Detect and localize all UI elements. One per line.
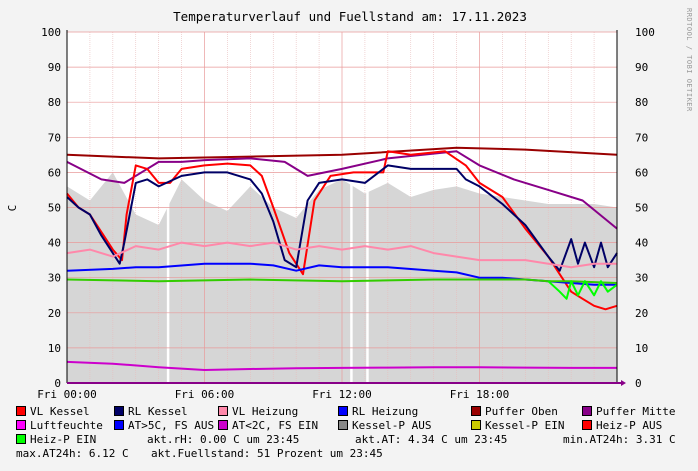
legend-label: VL Heizung	[232, 405, 299, 418]
legend-item-luftfeuchte: Luftfeuchte	[16, 419, 103, 433]
legend-swatch	[218, 406, 228, 416]
legend-item-heiz-p-ein: Heiz-P EIN	[16, 433, 96, 447]
y-tick-label-left: 90	[48, 61, 61, 74]
legend-item-rl-kessel: RL Kessel	[114, 405, 188, 419]
legend-item-puffer-oben: Puffer Oben	[471, 405, 558, 419]
legend-label: Heiz-P EIN	[30, 433, 97, 446]
x-tick-label: Fri 18:00	[450, 388, 510, 400]
legend-swatch	[114, 420, 124, 430]
legend-item-kessel-p-aus: Kessel-P AUS	[338, 419, 431, 433]
legend-swatch	[16, 420, 26, 430]
stat-max-at: max.AT24h: 6.12 C	[16, 447, 129, 460]
legend-row-1: VL Kessel RL Kessel VL Heizung RL Heizung Pu…	[16, 405, 696, 419]
legend: VL Kessel RL Kessel VL Heizung RL Heizung Pu…	[16, 405, 696, 461]
legend-label: Puffer Oben	[485, 405, 558, 418]
y-tick-label-left: 60	[48, 166, 61, 179]
legend-label: Kessel-P AUS	[352, 419, 432, 432]
y-tick-label-right: 0	[635, 377, 642, 390]
stat-fuellstand: akt.Fuellstand: 51 Prozent um 23:45	[151, 447, 383, 460]
legend-item-vl-heizung: VL Heizung	[218, 405, 298, 419]
legend-label: RL Heizung	[352, 405, 419, 418]
y-tick-label-left: 0	[54, 377, 61, 390]
legend-item-puffer-mitte: Puffer Mitte	[582, 405, 675, 419]
legend-row-4: max.AT24h: 6.12 C akt.Fuellstand: 51 Pro…	[16, 447, 696, 461]
stat-akt-at: akt.AT: 4.34 C um 23:45	[355, 433, 508, 446]
legend-swatch	[582, 406, 592, 416]
y-axis-label: C	[6, 205, 19, 212]
y-tick-label-left: 100	[41, 26, 61, 39]
legend-label: Puffer Mitte	[596, 405, 676, 418]
legend-item-at-2c-fs-ein: AT<2C, FS EIN	[218, 419, 318, 433]
x-tick-label: Fri 12:00	[312, 388, 372, 400]
y-tick-label-right: 30	[635, 272, 648, 285]
legend-label: RL Kessel	[128, 405, 188, 418]
y-tick-label-left: 80	[48, 96, 61, 109]
y-tick-label-right: 10	[635, 342, 648, 355]
legend-swatch	[114, 406, 124, 416]
legend-swatch	[218, 420, 228, 430]
legend-row-2: Luftfeuchte AT>5C, FS AUS AT<2C, FS EIN Kes…	[16, 419, 696, 433]
series-at-5c-fs-aus	[66, 278, 618, 284]
chart-title: Temperaturverlauf und Fuellstand am: 17.…	[173, 9, 527, 24]
y-tick-label-left: 10	[48, 342, 61, 355]
legend-label: Heiz-P AUS	[596, 419, 663, 432]
y-tick-label-left: 50	[48, 202, 61, 215]
legend-item-heiz-p-aus: Heiz-P AUS	[582, 419, 662, 433]
legend-label: AT<2C, FS EIN	[232, 419, 319, 432]
legend-label: AT>5C, FS AUS	[128, 419, 215, 432]
legend-label: Kessel-P EIN	[485, 419, 565, 432]
y-tick-label-right: 60	[635, 166, 648, 179]
x-tick-label: Fri 06:00	[175, 388, 235, 400]
y-tick-label-left: 70	[48, 131, 61, 144]
plot-area: 0 0 10 10 20 20 30 30 40 40 50 50 60 60 70 70 80 80 90 90 10…	[37, 26, 655, 400]
stat-akt-rh: akt.rH: 0.00 C um 23:45	[147, 433, 300, 446]
legend-swatch	[471, 420, 481, 430]
legend-label: VL Kessel	[30, 405, 90, 418]
y-tick-label-right: 50	[635, 202, 648, 215]
y-tick-label-left: 30	[48, 272, 61, 285]
series-puffer-oben	[66, 146, 618, 160]
legend-item-rl-heizung: RL Heizung	[338, 405, 418, 419]
y-tick-label-right: 80	[635, 96, 648, 109]
series-luftfeuchte	[66, 360, 617, 371]
legend-item-kessel-p-ein: Kessel-P EIN	[471, 419, 564, 433]
stat-min-at: min.AT24h: 3.31 C	[563, 433, 676, 446]
legend-swatch	[338, 406, 348, 416]
legend-item-at-5c-fs-aus: AT>5C, FS AUS	[114, 419, 214, 433]
y-tick-label-right: 100	[635, 26, 655, 39]
series-heiz-p-ein	[547, 280, 618, 300]
chart: Temperaturverlauf und Fuellstand am: 17.…	[6, 8, 693, 400]
watermark: RRDTOOL / TOBI OETIKER	[685, 8, 693, 112]
series-rl-kessel	[66, 164, 618, 272]
legend-swatch	[16, 406, 26, 416]
series-vl-heizung	[66, 241, 617, 269]
x-tick-label: Fri 00:00	[37, 388, 97, 400]
legend-item-vl-kessel: VL Kessel	[16, 405, 90, 419]
y-tick-label-left: 20	[48, 307, 61, 320]
legend-row-3: Heiz-P EIN akt.rH: 0.00 C um 23:45 akt.A…	[16, 433, 696, 447]
legend-swatch	[471, 406, 481, 416]
legend-label: Luftfeuchte	[30, 419, 103, 432]
y-tick-label-right: 20	[635, 307, 648, 320]
y-tick-label-right: 40	[635, 237, 648, 250]
x-axis-arrow	[621, 380, 626, 386]
y-tick-label-right: 70	[635, 131, 648, 144]
legend-swatch	[16, 434, 26, 444]
legend-swatch	[338, 420, 348, 430]
y-tick-label-right: 90	[635, 61, 648, 74]
legend-swatch	[582, 420, 592, 430]
y-tick-label-left: 40	[48, 237, 61, 250]
